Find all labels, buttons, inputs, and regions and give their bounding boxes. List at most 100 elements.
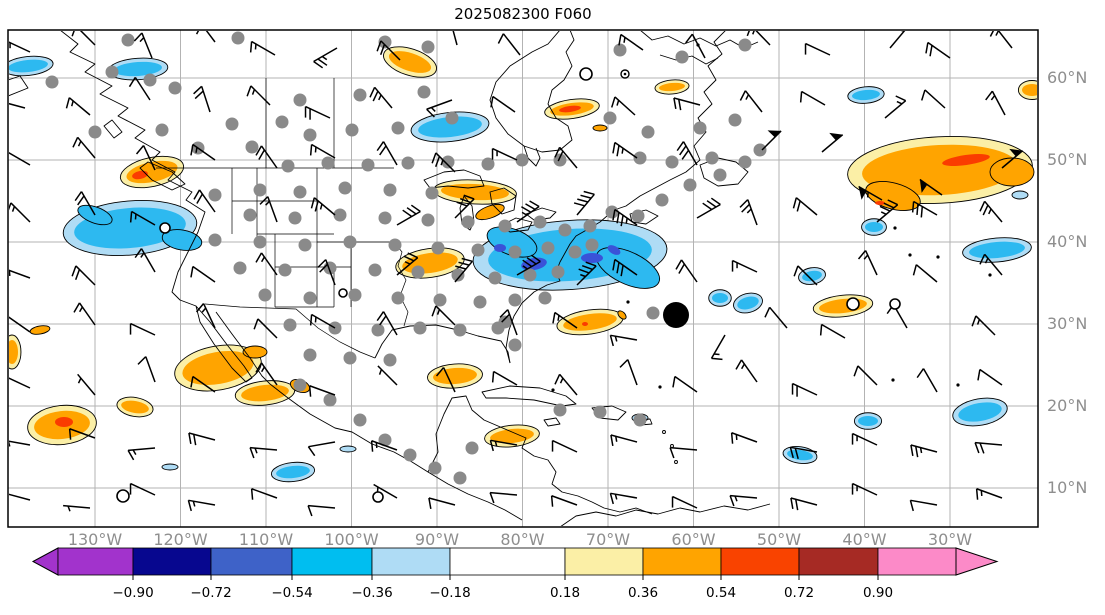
barb-shaft bbox=[267, 196, 278, 223]
barb-full bbox=[5, 269, 6, 280]
wind-barb bbox=[71, 31, 96, 46]
barb-shaft bbox=[852, 482, 878, 496]
colorbar-segment bbox=[210, 547, 293, 576]
barb-full bbox=[137, 356, 147, 365]
barb-shaft bbox=[620, 33, 644, 51]
contour-patch bbox=[563, 313, 617, 331]
barb-full bbox=[789, 447, 794, 459]
barb-full bbox=[135, 145, 145, 155]
barb-shaft bbox=[680, 259, 698, 283]
wind-barb bbox=[739, 90, 763, 113]
barb-full bbox=[557, 150, 564, 162]
wind-barb bbox=[793, 265, 818, 286]
barb-half bbox=[559, 377, 564, 384]
barb-full bbox=[310, 197, 316, 209]
barb-shaft bbox=[490, 491, 518, 496]
wind-barb bbox=[376, 40, 401, 61]
contour-patch bbox=[241, 384, 289, 402]
barb-shaft bbox=[192, 143, 216, 161]
barb-pennant bbox=[829, 132, 843, 141]
barb-shaft bbox=[313, 197, 336, 216]
river-mississippi bbox=[393, 241, 409, 327]
station-dot bbox=[541, 241, 555, 255]
wind-barb bbox=[77, 373, 96, 396]
colorbar-tick-label: −0.90 bbox=[112, 585, 153, 601]
barb-full bbox=[442, 19, 450, 26]
wind-barb bbox=[974, 441, 1003, 454]
station-dot bbox=[368, 263, 382, 277]
barb-shaft bbox=[507, 309, 518, 336]
barb-half bbox=[430, 106, 436, 112]
barb-full bbox=[529, 200, 540, 208]
barb-shaft bbox=[924, 89, 946, 109]
barb-shaft bbox=[740, 359, 758, 383]
barb-shaft bbox=[979, 368, 1003, 386]
barb-shaft bbox=[373, 483, 398, 499]
wind-barb bbox=[193, 85, 211, 113]
wind-barb bbox=[128, 76, 151, 101]
wind-barb bbox=[609, 334, 638, 347]
barb-shaft bbox=[260, 362, 278, 386]
station-dot bbox=[508, 338, 522, 352]
station-dot bbox=[523, 268, 537, 282]
wind-barb bbox=[909, 499, 938, 512]
barb-half bbox=[78, 306, 84, 313]
wind-barb bbox=[396, 204, 421, 226]
barb-shaft bbox=[192, 375, 216, 393]
barb-full bbox=[195, 303, 205, 313]
island-jamaica bbox=[543, 417, 561, 427]
wind-barb bbox=[792, 197, 818, 216]
wind-barb bbox=[851, 432, 878, 446]
wind-barb bbox=[858, 185, 883, 201]
contour-core bbox=[55, 417, 73, 427]
barb-half bbox=[625, 217, 628, 224]
contour-patch bbox=[858, 416, 878, 426]
barb-full bbox=[379, 315, 387, 326]
barb-shaft bbox=[454, 260, 473, 283]
barb-full bbox=[530, 254, 541, 263]
barb-shaft bbox=[311, 143, 336, 159]
contour-patch bbox=[475, 203, 505, 221]
station-dot bbox=[371, 323, 385, 337]
station-dot bbox=[343, 235, 357, 249]
wind-barb bbox=[9, 152, 31, 166]
wind-barb bbox=[134, 248, 156, 273]
barb-full bbox=[912, 264, 918, 276]
wind-barb bbox=[255, 252, 278, 276]
barb-full bbox=[4, 493, 6, 504]
station-dot bbox=[417, 85, 431, 99]
barb-shaft bbox=[805, 42, 831, 56]
barb-half bbox=[260, 366, 266, 373]
barb-full bbox=[985, 90, 993, 101]
barb-shaft bbox=[9, 269, 31, 279]
wind-barb bbox=[428, 497, 456, 509]
station-dot bbox=[558, 223, 572, 237]
wind-barb bbox=[249, 40, 276, 56]
barb-half bbox=[623, 37, 626, 43]
station-dot bbox=[675, 50, 689, 64]
barb-half bbox=[378, 369, 383, 375]
barb-full bbox=[196, 193, 204, 204]
barb-full bbox=[490, 96, 494, 108]
station-dot bbox=[646, 306, 660, 320]
barb-shaft bbox=[821, 323, 846, 339]
barb-half bbox=[77, 140, 82, 147]
barb-shaft bbox=[435, 305, 456, 326]
barb-full bbox=[916, 368, 925, 379]
station-dot bbox=[568, 245, 582, 259]
wind-barb bbox=[190, 265, 216, 283]
station-dot bbox=[603, 111, 617, 125]
barb-full bbox=[676, 141, 685, 152]
barb-half bbox=[192, 500, 196, 507]
contour-patch bbox=[9, 59, 48, 73]
colorbar-segment bbox=[371, 547, 451, 576]
barb-full bbox=[975, 488, 979, 500]
barb-shaft bbox=[682, 141, 698, 166]
coast-hudson-bay bbox=[489, 31, 575, 153]
barb-shaft bbox=[559, 146, 578, 169]
barb-full bbox=[9, 202, 12, 211]
barb-half bbox=[494, 440, 498, 447]
barb-full bbox=[379, 44, 386, 56]
barb-shaft bbox=[9, 152, 31, 166]
station-dot bbox=[705, 151, 719, 165]
